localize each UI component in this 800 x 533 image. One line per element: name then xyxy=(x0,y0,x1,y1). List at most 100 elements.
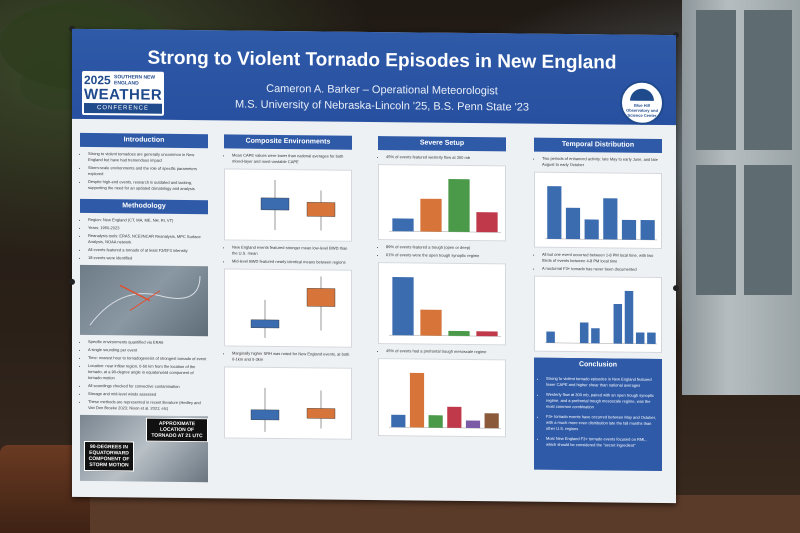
list-item: Marginally higher SRH was noted for New … xyxy=(232,351,352,364)
list-item: Westerly flow at 300 mb, paired with an … xyxy=(546,392,656,411)
conference-word: WEATHER xyxy=(84,85,163,104)
chart-bar xyxy=(579,322,589,344)
chart-bar xyxy=(448,179,470,233)
list-item: Specific environments quantified via ERA… xyxy=(88,339,208,346)
composite-text: Marginally higher SRH was noted for New … xyxy=(224,350,352,363)
window-pane xyxy=(744,165,792,295)
observatory-hill-icon xyxy=(630,88,654,101)
temporal-text: Two periods of enhanced activity: late M… xyxy=(534,156,662,169)
window-pane xyxy=(696,165,736,295)
poster-header: Strong to Violent Tornado Episodes in Ne… xyxy=(72,28,676,126)
list-item: Storage and mid-level winds assessed xyxy=(88,391,208,398)
reanalysis-map xyxy=(80,264,208,337)
bar-chart-month xyxy=(534,171,662,250)
list-item: Time: nearest hour to tornadogenesis of … xyxy=(88,355,208,362)
composite-text: New England events featured stronger mea… xyxy=(224,244,352,265)
conference-logo: 2025 SOUTHERN NEW ENGLAND WEATHER CONFER… xyxy=(82,70,164,116)
bar-chart-synoptic xyxy=(378,262,506,346)
list-item: Strong to violent tornado episodes in Ne… xyxy=(546,376,656,389)
map-drawing xyxy=(89,276,201,326)
list-item: All soundings checked for convective con… xyxy=(88,383,208,390)
chart-bar xyxy=(603,198,618,240)
chart-bar xyxy=(624,290,634,344)
list-item: Despite high-end events, research is out… xyxy=(88,179,208,192)
list-item: These methods are represented in recent … xyxy=(88,399,208,412)
chart-bar xyxy=(428,415,443,428)
window-frame xyxy=(682,0,800,395)
list-item: 89% of events featured a trough (open or… xyxy=(386,244,506,251)
list-item: Most New England F3+ tornado events focu… xyxy=(546,436,656,449)
grommet xyxy=(69,278,75,285)
boxplot-svg xyxy=(260,179,336,231)
list-item: Mid-level BWD featured nearly identical … xyxy=(232,259,352,266)
chart-bar xyxy=(640,220,655,240)
list-item: A nocturnal F3+ tornado has never been d… xyxy=(542,266,662,273)
list-item: All but one event occurred between 1-8 P… xyxy=(542,252,662,265)
chart-bar xyxy=(391,414,406,428)
bar-chart-300mb xyxy=(378,164,506,242)
bar-chart-svg xyxy=(545,186,657,241)
column-severe: Severe Setup 45% of events featured west… xyxy=(378,136,506,438)
window-pane xyxy=(744,10,792,150)
severe-text: 89% of events featured a trough (open or… xyxy=(378,244,506,259)
chart-bar xyxy=(565,207,581,240)
poster-affiliation: M.S. University of Nebraska-Lincoln '25,… xyxy=(234,98,529,114)
observatory-name: Blue Hill Observatory and Science Center xyxy=(626,102,658,118)
list-item: Two periods of enhanced activity: late M… xyxy=(542,156,662,169)
section-heading-methodology: Methodology xyxy=(80,198,208,215)
section-heading-severe: Severe Setup xyxy=(378,136,506,152)
conference-subword: CONFERENCE xyxy=(84,102,162,114)
list-item: 18 events were identified xyxy=(88,255,208,262)
poster: Strong to Violent Tornado Episodes in Ne… xyxy=(69,25,679,504)
grommet xyxy=(673,285,679,292)
chart-bar xyxy=(635,332,645,344)
chart-bar xyxy=(591,328,600,344)
list-item: 45% of events featured westerly flow at … xyxy=(386,154,506,161)
bar-chart-hour xyxy=(534,275,662,354)
chart-bar xyxy=(484,413,499,429)
conclusion-box: Conclusion Strong to violent tornado epi… xyxy=(534,357,662,472)
chart-bar xyxy=(409,372,425,428)
chart-bar xyxy=(546,331,555,343)
section-heading-introduction: Introduction xyxy=(80,132,208,149)
section-heading-composite: Composite Environments xyxy=(224,134,352,150)
chart-bar xyxy=(584,219,599,240)
list-item: Strong to violent tornadoes are generall… xyxy=(88,151,208,164)
section-heading-conclusion: Conclusion xyxy=(534,357,662,374)
column-intro-method: Introduction Strong to violent tornadoes… xyxy=(80,132,208,483)
method-bullets: Region: New England (CT, MA, ME, NH, RI,… xyxy=(80,217,208,262)
bar-chart-svg xyxy=(389,277,501,337)
window-pane xyxy=(696,10,736,150)
chart-bar xyxy=(392,218,414,232)
list-item: Mean CAPE values were lower than nationa… xyxy=(232,153,352,166)
chart-bar xyxy=(647,332,656,344)
chart-bar xyxy=(465,420,481,429)
chart-bar xyxy=(420,198,442,232)
deck-floor xyxy=(0,495,800,533)
temporal-text: All but one event occurred between 1-8 P… xyxy=(534,252,662,273)
chart-bar xyxy=(392,277,414,336)
chart-bar xyxy=(448,330,470,337)
bar-chart-mesoscale xyxy=(378,358,506,438)
boxplot-svg xyxy=(250,276,336,338)
observatory-logo: Blue Hill Observatory and Science Center xyxy=(620,80,664,126)
chart-bar xyxy=(420,309,442,336)
boxplot-srh xyxy=(224,366,352,440)
column-composite: Composite Environments Mean CAPE values … xyxy=(224,134,352,440)
chart-axis xyxy=(545,238,657,241)
bar-chart-svg xyxy=(389,179,501,233)
chart-bar xyxy=(476,212,498,233)
method-bullets-lower: Specific environments quantified via ERA… xyxy=(80,339,208,412)
chart-bar xyxy=(547,186,562,239)
chart-axis xyxy=(389,426,501,429)
satellite-image: 90-DEGREES IN EQUATORWARD COMPONENT OF S… xyxy=(80,414,208,483)
bar-chart-svg xyxy=(389,372,501,429)
callout-storm-motion: 90-DEGREES IN EQUATORWARD COMPONENT OF S… xyxy=(84,440,134,472)
callout-tornado-location: APPROXIMATE LOCATION OF TORNADO AT 21 UT… xyxy=(146,417,208,443)
list-item: Location: near inflow region, 0-50 km fr… xyxy=(88,363,208,382)
column-temporal: Temporal Distribution Two periods of enh… xyxy=(534,137,662,472)
poster-author: Cameron A. Barker – Operational Meteorol… xyxy=(266,82,498,98)
poster-title: Strong to Violent Tornado Episodes in Ne… xyxy=(147,47,617,74)
list-item: New England events featured stronger mea… xyxy=(232,245,352,258)
section-heading-temporal: Temporal Distribution xyxy=(534,137,662,154)
